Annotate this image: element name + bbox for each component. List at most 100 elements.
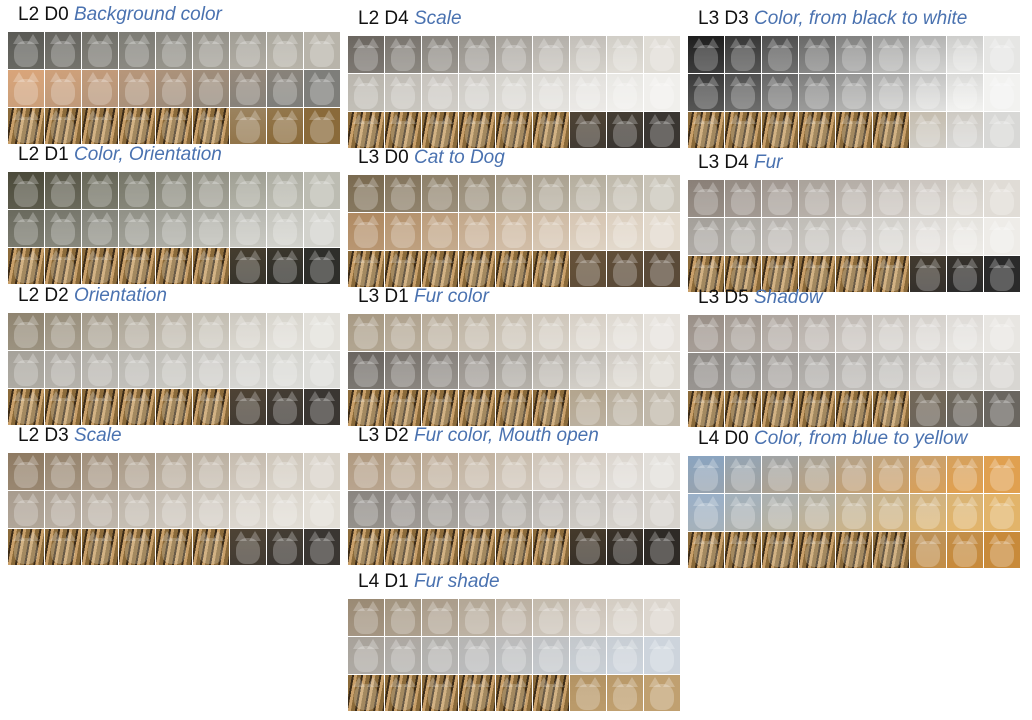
ear-shape bbox=[767, 393, 779, 403]
ear-shape bbox=[730, 355, 742, 365]
tiger-row bbox=[8, 108, 342, 144]
layer-label: L2 D2 bbox=[18, 285, 69, 306]
ear-shape bbox=[1003, 317, 1015, 327]
thumbnail bbox=[156, 491, 192, 528]
ear-shape bbox=[767, 220, 779, 230]
ear-shape bbox=[663, 316, 675, 326]
thumbnail bbox=[267, 313, 303, 350]
thumbnail bbox=[984, 532, 1020, 568]
ear-shape bbox=[892, 114, 904, 124]
thumbnail bbox=[644, 175, 680, 212]
ear-shape bbox=[478, 316, 490, 326]
ear-shape bbox=[353, 455, 365, 465]
ear-shape bbox=[249, 493, 261, 503]
ear-shape bbox=[235, 34, 247, 44]
ear-shape bbox=[855, 182, 867, 192]
ear-shape bbox=[744, 355, 756, 365]
ear-shape bbox=[309, 391, 321, 401]
ear-shape bbox=[501, 455, 513, 465]
face-shape bbox=[199, 462, 223, 488]
ear-shape bbox=[272, 212, 284, 222]
thumbnail bbox=[496, 251, 532, 287]
face-shape bbox=[694, 324, 718, 350]
thumbnail bbox=[82, 389, 118, 425]
thumbnail bbox=[725, 36, 761, 73]
thumbnail bbox=[496, 314, 532, 351]
face-shape bbox=[199, 538, 223, 564]
face-shape bbox=[953, 465, 977, 491]
ear-shape bbox=[929, 355, 941, 365]
ear-shape bbox=[612, 177, 624, 187]
face-shape bbox=[576, 646, 600, 672]
ear-shape bbox=[781, 114, 793, 124]
direction-label: Background color bbox=[73, 4, 222, 25]
ear-shape bbox=[64, 212, 76, 222]
ear-shape bbox=[50, 250, 62, 260]
ear-shape bbox=[13, 250, 25, 260]
face-shape bbox=[310, 360, 334, 386]
face-shape bbox=[236, 181, 260, 207]
thumbnail bbox=[304, 70, 340, 107]
face-shape bbox=[51, 79, 75, 105]
ear-shape bbox=[589, 493, 601, 503]
face-shape bbox=[768, 121, 792, 147]
ear-shape bbox=[124, 315, 136, 325]
thumbnail bbox=[267, 453, 303, 490]
thumbnail bbox=[422, 213, 458, 250]
thumbnail bbox=[570, 390, 606, 426]
thumbnail bbox=[644, 112, 680, 148]
ear-shape bbox=[1003, 182, 1015, 192]
ear-shape bbox=[855, 496, 867, 506]
ear-shape bbox=[367, 114, 379, 124]
ear-shape bbox=[575, 76, 587, 86]
ear-shape bbox=[404, 531, 416, 541]
ear-shape bbox=[730, 317, 742, 327]
thumbnail bbox=[267, 210, 303, 247]
thumbnail bbox=[910, 456, 946, 493]
thumbnail bbox=[570, 529, 606, 565]
thumbnail bbox=[193, 529, 229, 565]
ear-shape bbox=[589, 531, 601, 541]
ear-shape bbox=[138, 212, 150, 222]
face-shape bbox=[990, 189, 1014, 215]
ear-shape bbox=[235, 212, 247, 222]
face-shape bbox=[391, 538, 415, 564]
ear-shape bbox=[27, 315, 39, 325]
ear-shape bbox=[27, 353, 39, 363]
ear-shape bbox=[952, 317, 964, 327]
thumbnail bbox=[644, 599, 680, 636]
face-shape bbox=[990, 227, 1014, 253]
ear-shape bbox=[552, 253, 564, 263]
ear-shape bbox=[818, 496, 830, 506]
thumbnail bbox=[947, 494, 983, 531]
ear-shape bbox=[27, 493, 39, 503]
face-shape bbox=[465, 260, 489, 286]
ear-shape bbox=[966, 38, 978, 48]
ear-shape bbox=[575, 316, 587, 326]
ear-shape bbox=[575, 677, 587, 687]
ear-shape bbox=[212, 250, 224, 260]
face-shape bbox=[391, 500, 415, 526]
face-shape bbox=[842, 45, 866, 71]
ear-shape bbox=[952, 355, 964, 365]
ear-shape bbox=[767, 38, 779, 48]
face-shape bbox=[199, 322, 223, 348]
ear-shape bbox=[612, 76, 624, 86]
thumbnail bbox=[267, 108, 303, 144]
thumbnail bbox=[422, 112, 458, 148]
thumbnail bbox=[304, 248, 340, 284]
thumbnail bbox=[947, 36, 983, 73]
thumbnail bbox=[910, 532, 946, 568]
face-shape bbox=[125, 117, 149, 143]
thumbnail bbox=[607, 74, 643, 111]
ear-shape bbox=[767, 76, 779, 86]
thumbnail bbox=[644, 529, 680, 565]
face-shape bbox=[502, 121, 526, 147]
thumbnail bbox=[348, 112, 384, 148]
face-shape bbox=[273, 181, 297, 207]
thumbnail bbox=[910, 180, 946, 217]
ear-shape bbox=[286, 493, 298, 503]
thumbnail bbox=[688, 532, 724, 568]
face-shape bbox=[879, 503, 903, 529]
ear-shape bbox=[663, 253, 675, 263]
